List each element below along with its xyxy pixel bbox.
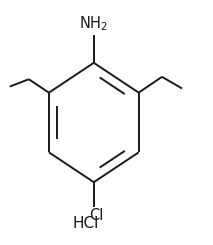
Text: NH$_2$: NH$_2$ [79,14,108,33]
Text: HCl: HCl [72,216,99,231]
Text: Cl: Cl [89,208,103,223]
